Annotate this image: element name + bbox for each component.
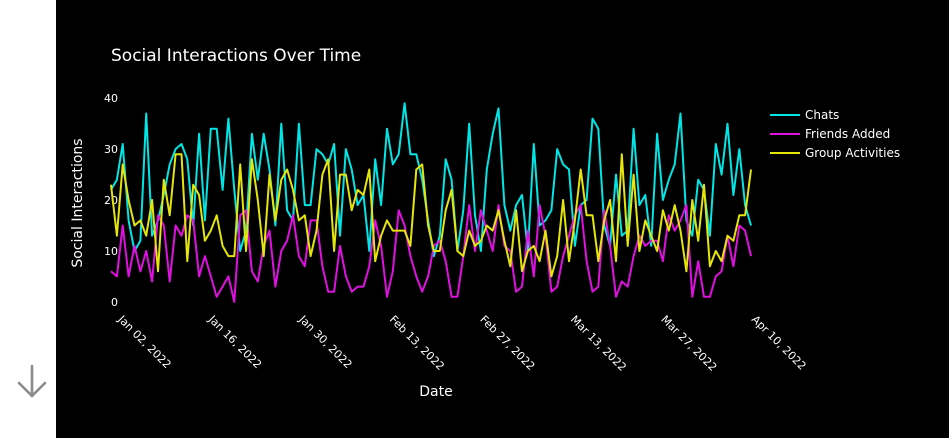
series-line-0 xyxy=(110,102,752,258)
x-axis-title: Date xyxy=(419,384,452,400)
line-chart: Social Interactions Over Time Social Int… xyxy=(70,46,900,400)
arrow-down-icon[interactable] xyxy=(14,362,50,402)
y-tick-label: 10 xyxy=(104,245,118,258)
series-layer xyxy=(110,102,752,303)
y-tick-label: 20 xyxy=(104,194,118,207)
chart-panel: Social Interactions Over Time Social Int… xyxy=(56,0,949,438)
x-tick-label: Feb 13, 2022 xyxy=(387,313,447,373)
x-tick-label: Mar 13, 2022 xyxy=(568,313,629,374)
legend: Chats Friends Added Group Activities xyxy=(770,108,900,160)
y-tick-label: 40 xyxy=(104,92,118,105)
chart-title: Social Interactions Over Time xyxy=(111,46,361,66)
x-tick-label: Jan 30, 2022 xyxy=(296,312,355,371)
x-axis-ticks: Jan 02, 2022 Jan 16, 2022 Jan 30, 2022 Feb … xyxy=(115,312,809,374)
x-tick-label: Feb 27, 2022 xyxy=(477,313,537,373)
y-axis-title: Social Interactions xyxy=(70,138,86,267)
legend-label: Group Activities xyxy=(805,146,900,160)
series-line-2 xyxy=(110,153,752,278)
y-tick-label: 0 xyxy=(111,296,118,309)
y-axis-ticks: 0 10 20 30 40 xyxy=(104,92,118,309)
legend-label: Friends Added xyxy=(805,127,890,141)
x-tick-label: Jan 16, 2022 xyxy=(205,312,264,371)
series-line-1 xyxy=(110,204,752,303)
legend-label: Chats xyxy=(805,108,839,122)
x-tick-label: Apr 10, 2022 xyxy=(749,313,809,373)
x-tick-label: Jan 02, 2022 xyxy=(115,312,174,371)
x-tick-label: Mar 27, 2022 xyxy=(658,313,719,374)
left-gutter xyxy=(0,0,56,438)
y-tick-label: 30 xyxy=(104,143,118,156)
